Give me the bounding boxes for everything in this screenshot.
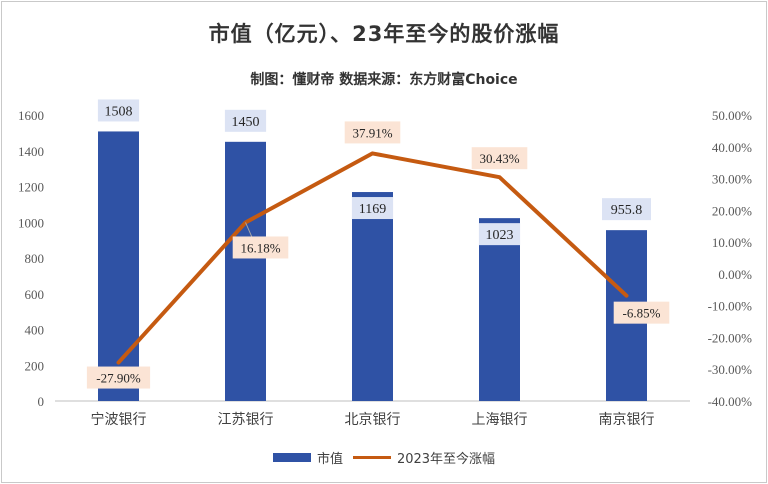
y-right-tick-label: 0.00% [718,267,752,282]
legend-item-bar: 市值 [272,448,343,467]
bar-data-label: 955.8 [611,203,643,218]
bar-data-label-box [478,223,521,246]
y-left-tick-label: 200 [25,358,45,373]
y-left-tick-label: 800 [25,251,45,266]
y-right-tick-label: -40.00% [708,394,753,409]
y-left-tick-label: 400 [25,323,45,338]
y-left-tick-label: 1000 [18,215,44,230]
y-left-tick-label: 0 [38,394,45,409]
x-tick-label: 江苏银行 [218,412,274,428]
line-data-label: -6.85% [623,306,661,321]
bar-data-label: 1508 [105,104,133,119]
bar-data-label: 1450 [232,115,260,130]
bar-data-label-box [224,109,267,132]
bar-data-label: 1023 [486,228,514,243]
bar [352,192,393,401]
y-left-tick-label: 1400 [18,144,44,159]
bar-data-label-box [602,198,651,221]
bar-data-label-box [351,197,394,220]
x-tick-label: 上海银行 [472,412,528,428]
line-data-label-box [471,147,528,170]
chart-subtitle: 制图：懂财帝 数据来源：东方财富Choice [250,72,518,88]
x-tick-label: 宁波银行 [91,411,147,428]
y-right-tick-label: 10.00% [712,235,752,250]
legend-swatch-line [352,456,391,459]
line-data-label-box [86,366,151,389]
y-right-tick-label: 40.00% [712,140,752,155]
line-label-leader [245,222,253,239]
y-left-tick-label: 600 [25,287,45,302]
bar [225,141,266,401]
bar [479,218,520,401]
y-left-tick-label: 1200 [18,180,44,195]
y-right-tick-label: 50.00% [712,108,752,123]
y-right-tick-label: 30.00% [712,172,752,187]
bar [98,131,139,401]
y-right-tick-label: 20.00% [712,203,752,218]
line-data-label-box [232,236,289,259]
chart-title: 市值（亿元）、23年至今的股价涨幅 [208,22,560,46]
legend-label-line: 2023年至今涨幅 [396,452,496,467]
bar-data-label: 1169 [359,202,386,217]
x-tick-label: 南京银行 [599,412,655,428]
legend-swatch-bar [272,453,311,462]
y-right-tick-label: -20.00% [708,330,753,345]
x-tick-label: 北京银行 [345,412,401,428]
line-data-label: -27.90% [96,371,141,386]
y-left-tick-label: 1600 [18,108,44,123]
legend-item-line: 2023年至今涨幅 [352,448,496,467]
line-data-label-box [344,121,401,144]
line-data-label: 30.43% [479,151,519,166]
legend-label-bar: 市值 [316,452,343,467]
line-data-label: 37.91% [352,125,392,140]
line-data-label: 16.18% [240,240,280,255]
chart-legend: 市值 2023年至今涨幅 [2,448,766,467]
line-data-label-box [613,301,670,324]
y-right-tick-label: -30.00% [708,362,753,377]
y-right-tick-label: -10.00% [708,299,753,314]
bar-data-label-box [97,99,140,122]
